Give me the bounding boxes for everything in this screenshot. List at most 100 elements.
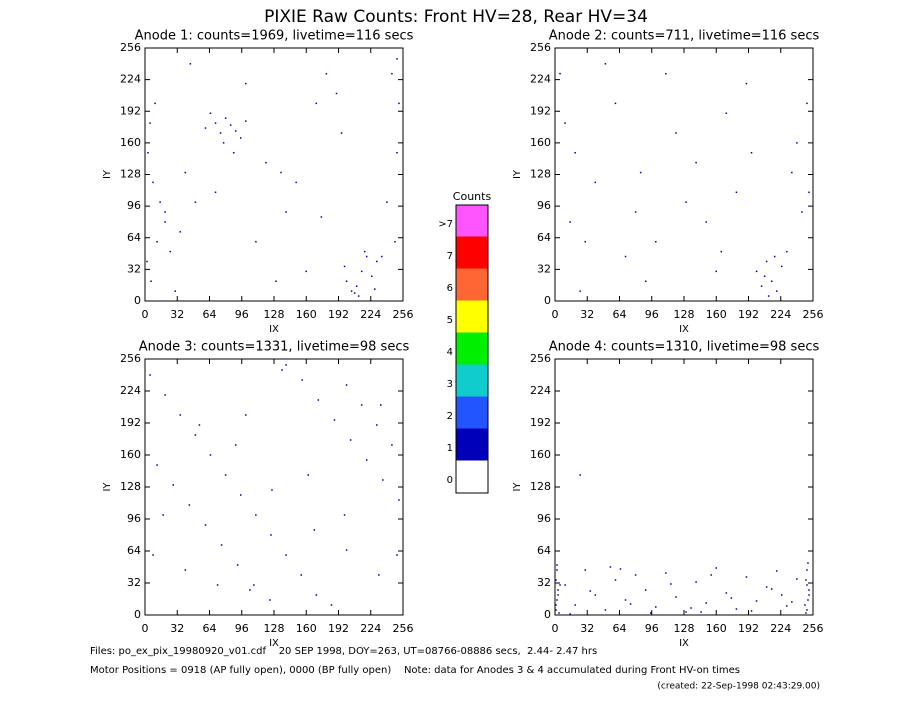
x-axis-label: IX [269, 324, 279, 335]
count-point [555, 604, 557, 606]
x-tick-label: 160 [706, 622, 727, 635]
count-point [152, 554, 154, 556]
count-point [285, 364, 287, 366]
count-point [184, 171, 187, 174]
colorbar-label: >7 [438, 219, 453, 230]
x-tick-label: 160 [296, 622, 317, 635]
count-point [745, 576, 748, 578]
y-tick-label: 128 [120, 168, 141, 181]
y-tick-label: 192 [120, 104, 141, 117]
count-point [807, 562, 809, 564]
y-tick-label: 256 [120, 41, 141, 54]
count-point [705, 602, 707, 604]
y-tick-label: 96 [127, 199, 141, 212]
x-tick-label: 128 [264, 622, 285, 635]
x-tick-label: 32 [170, 308, 184, 321]
count-point [280, 171, 282, 174]
x-tick-label: 128 [674, 622, 695, 635]
count-point [164, 221, 166, 223]
count-point [675, 132, 677, 134]
count-point [239, 137, 242, 139]
count-point [695, 161, 697, 164]
y-tick-label: 128 [530, 480, 551, 493]
count-point [360, 404, 363, 406]
count-point [234, 130, 237, 132]
count-point [152, 181, 154, 184]
count-point [730, 597, 733, 599]
count-point [569, 613, 571, 615]
panel-title: Anode 4: counts=1310, livetime=98 secs [549, 340, 820, 355]
count-point [285, 554, 287, 556]
count-point [216, 584, 219, 586]
count-point [300, 574, 302, 576]
colorbar-swatch [455, 300, 489, 334]
y-tick-label: 64 [537, 231, 551, 244]
x-tick-label: 224 [770, 308, 791, 321]
x-tick-label: 256 [803, 308, 824, 321]
x-tick-label: 0 [142, 308, 149, 321]
colorbar-swatch [455, 460, 489, 494]
y-tick-label: 160 [530, 136, 551, 149]
colorbar-label: 4 [447, 347, 453, 358]
count-point [808, 594, 810, 596]
count-point [720, 250, 723, 253]
count-point [398, 102, 400, 105]
count-point [579, 474, 581, 476]
x-axis-label: IX [269, 638, 279, 649]
count-point [574, 604, 576, 606]
y-tick-label: 128 [530, 168, 551, 181]
count-point [555, 579, 557, 581]
page-title: PIXIE Raw Counts: Front HV=28, Rear HV=3… [264, 7, 648, 27]
count-point [162, 514, 164, 516]
count-point [315, 102, 318, 105]
count-point [745, 82, 748, 85]
count-point [609, 566, 612, 568]
count-point [675, 596, 677, 598]
count-point [594, 594, 597, 596]
count-point [700, 611, 702, 613]
x-tick-label: 0 [552, 308, 559, 321]
count-point [589, 590, 592, 592]
count-point [767, 295, 770, 297]
count-point [579, 290, 581, 292]
x-tick-label: 0 [142, 622, 149, 635]
y-tick-label: 192 [530, 416, 551, 429]
y-tick-label: 256 [120, 352, 141, 365]
plot-frame [554, 358, 814, 616]
count-point [806, 569, 808, 571]
count-point [690, 607, 692, 609]
count-point [169, 250, 171, 253]
count-point [695, 581, 697, 583]
count-point [773, 255, 776, 258]
x-tick-label: 256 [393, 622, 414, 635]
count-point [394, 240, 396, 243]
count-point [343, 265, 346, 268]
count-point [781, 265, 783, 268]
count-point [382, 479, 384, 481]
count-point [801, 211, 803, 213]
count-point [150, 280, 152, 282]
count-point [781, 594, 783, 596]
count-point [775, 570, 778, 572]
count-point [209, 112, 212, 114]
x-tick-label: 128 [674, 308, 695, 321]
count-point [333, 419, 336, 421]
y-tick-label: 32 [537, 262, 551, 275]
count-point [791, 601, 793, 603]
count-point [775, 290, 778, 292]
count-point [808, 589, 810, 591]
y-tick-label: 0 [134, 608, 141, 621]
count-point [295, 181, 297, 184]
count-point [715, 567, 717, 569]
count-point [194, 201, 197, 203]
count-point [184, 569, 187, 571]
footer-motor: Motor Positions = 0918 (AP fully open), … [90, 665, 740, 676]
y-tick-label: 256 [530, 41, 551, 54]
count-point [639, 171, 642, 174]
count-point [725, 112, 728, 114]
y-tick-label: 224 [120, 73, 141, 86]
colorbar-label: 0 [447, 475, 453, 486]
count-point [556, 564, 558, 566]
x-tick-label: 64 [613, 308, 627, 321]
footer-files: Files: po_ex_pix_19980920_v01.cdf 20 SEP… [90, 646, 597, 657]
